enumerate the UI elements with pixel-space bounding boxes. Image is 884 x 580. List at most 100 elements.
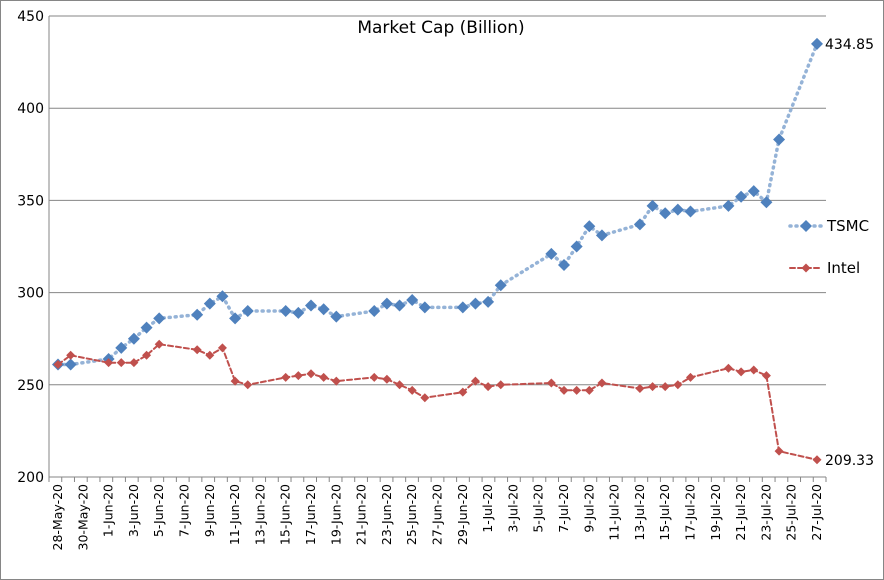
data-point-intel [129,358,139,368]
data-point-tsmc [811,37,823,50]
data-point-intel [154,339,164,349]
x-tick-label: 7-Jun-20 [177,484,192,537]
x-tick-label: 21-Jun-20 [354,484,369,545]
data-point-tsmc [153,312,166,325]
x-tick-label: 7-Jul-20 [556,484,571,533]
x-tick-label: 1-Jul-20 [480,484,495,533]
data-point-intel [192,345,202,355]
x-tick-label: 19-Jun-20 [328,484,343,545]
y-tick-label: 250 [17,378,44,394]
data-point-intel [723,363,733,373]
data-point-intel [205,350,215,360]
data-point-tsmc [735,190,748,203]
data-point-intel [572,385,582,395]
data-point-intel [686,372,695,382]
x-tick-label: 30-May-20 [75,484,90,551]
data-point-intel [142,350,152,360]
data-point-intel [230,376,240,386]
x-tick-label: 23-Jun-20 [379,484,394,545]
end-label-tsmc: 434.85 [825,37,874,53]
x-tick-label: 27-Jul-20 [809,484,824,541]
x-tick-label: 5-Jul-20 [531,484,546,533]
data-point-intel [584,385,594,395]
data-point-tsmc [558,258,570,271]
x-tick-label: 3-Jul-20 [505,484,520,533]
data-point-tsmc [482,295,495,308]
chart-title: Market Cap (Billion) [357,18,524,38]
data-point-intel [597,378,607,388]
data-point-tsmc [216,290,229,303]
data-point-tsmc [760,196,773,209]
data-point-tsmc [545,247,558,260]
data-point-intel [116,358,126,368]
series-group [52,37,823,465]
x-tick-label: 11-Jun-20 [227,484,242,545]
data-point-tsmc [292,306,305,319]
x-tick-label: 9-Jun-20 [202,484,217,537]
data-point-intel [749,365,759,375]
data-point-intel [559,385,569,395]
x-tick-label: 11-Jul-20 [607,484,622,541]
data-point-tsmc [406,293,419,306]
y-tick-label: 200 [17,470,44,486]
data-point-tsmc [140,321,153,334]
data-point-intel [382,374,392,384]
data-point-tsmc [127,332,140,345]
y-tick-label: 350 [17,193,44,209]
data-point-intel [635,383,645,393]
data-point-tsmc [203,297,216,310]
x-tick-label: 28-May-20 [50,484,65,551]
x-tick-labels: 28-May-20 30-May-20 1-Jun-20 3-Jun-20 5-Jun-… [50,484,824,551]
data-point-tsmc [747,185,760,198]
data-point-intel [774,446,784,456]
data-point-intel [66,350,76,360]
data-point-intel [281,372,291,382]
x-tick-label: 15-Jul-20 [657,484,672,541]
x-tick-label: 19-Jul-20 [708,484,723,541]
x-tick-label: 21-Jul-20 [733,484,748,541]
data-point-tsmc [305,299,317,312]
data-point-tsmc [393,299,406,312]
data-point-tsmc [494,279,507,292]
data-point-tsmc [633,218,646,231]
data-point-intel [648,382,658,392]
data-point-intel [496,380,506,390]
data-point-tsmc [241,305,254,318]
y-tick-label: 300 [17,286,44,302]
x-tick-label: 29-Jun-20 [455,484,470,545]
data-point-tsmc [330,310,343,323]
x-tick-label: 25-Jul-20 [784,484,799,541]
data-point-intel [293,371,303,381]
data-point-intel [217,343,227,353]
data-point-intel [319,372,329,382]
data-point-intel [53,360,63,370]
data-point-tsmc [595,229,608,242]
data-point-tsmc [368,305,381,318]
legend-label-tsmc: TSMC [826,217,869,235]
data-point-tsmc [380,297,393,310]
data-point-intel [395,380,405,390]
data-point-tsmc [671,203,684,216]
data-point-intel [243,380,253,390]
x-tick-label: 25-Jun-20 [404,484,419,545]
data-point-tsmc [317,303,330,316]
data-point-tsmc [684,205,697,218]
data-point-tsmc [646,199,659,212]
data-point-intel [420,393,430,403]
legend-swatch-marker-tsmc [800,220,812,232]
data-point-intel [470,376,480,386]
x-tick-label: 1-Jun-20 [101,484,116,537]
y-tick-label: 450 [17,9,44,25]
data-point-intel [104,358,114,368]
x-tick-label: 27-Jun-20 [430,484,445,545]
data-point-intel [812,455,822,465]
data-point-tsmc [115,341,128,354]
data-point-tsmc [64,358,77,371]
end-labels: 434.85 209.33 [825,37,874,469]
data-point-tsmc [570,240,583,253]
legend-swatch-marker-intel [801,263,811,273]
data-point-intel [736,367,746,377]
x-tick-label: 23-Jul-20 [758,484,773,541]
